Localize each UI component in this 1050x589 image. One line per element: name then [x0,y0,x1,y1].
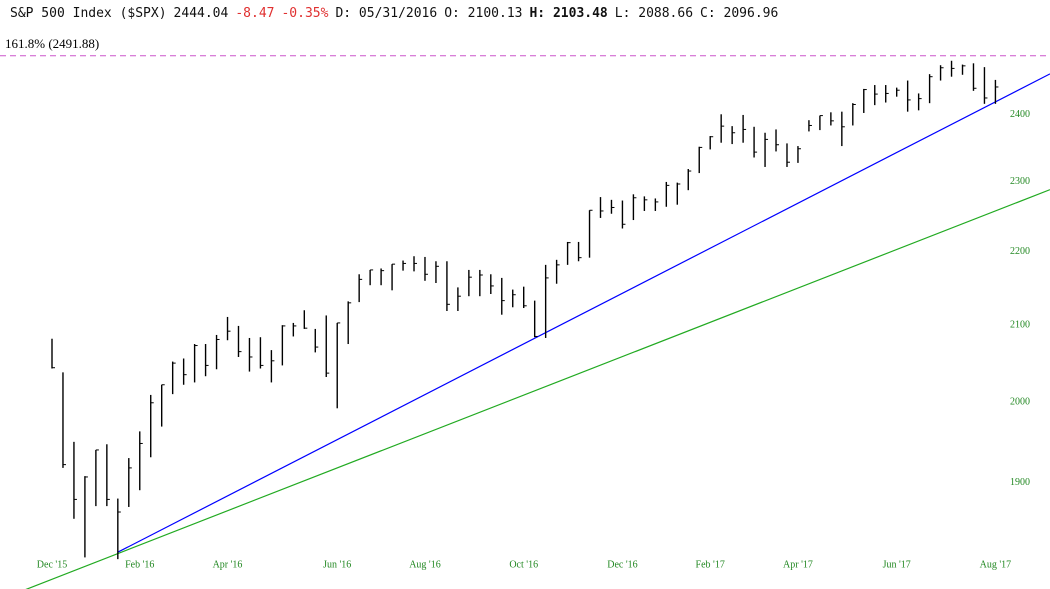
y-tick-label: 2200 [1010,246,1030,257]
x-tick-label: Dec '15 [37,559,67,570]
y-tick-label: 2000 [1010,396,1030,407]
symbol: S&P 500 Index ($SPX) [10,6,167,21]
high: 2103.48 [552,6,608,21]
x-tick-label: Dec '16 [607,559,637,570]
y-tick-label: 2100 [1010,319,1030,330]
y-tick-label: 2300 [1010,176,1030,187]
last: 2444.04 [173,6,229,21]
x-tick-label: Oct '16 [509,559,538,570]
x-tick-label: Jun '17 [883,559,911,570]
x-tick-label: Feb '17 [696,559,725,570]
change: -8.47 [235,6,275,21]
close: C: 2096.96 [700,6,779,21]
open: O: 2100.13 [444,6,523,21]
y-tick-label: 1900 [1010,477,1030,488]
quote-header: S&P 500 Index ($SPX) 2444.04 -8.47 -0.35% D:… [10,6,785,21]
high-label: H: [529,6,546,21]
x-tick-label: Feb '16 [125,559,154,570]
y-tick-label: 2400 [1010,109,1030,120]
trendline [25,189,1050,589]
x-tick-label: Aug '17 [980,559,1012,570]
x-tick-label: Aug '16 [409,559,441,570]
x-tick-label: Apr '16 [213,559,243,570]
x-tick-label: Jun '16 [323,559,351,570]
date: D: 05/31/2016 [335,6,438,21]
change-pct: -0.35% [281,6,329,21]
fib-label: 161.8% (2491.88) [5,36,99,51]
x-tick-label: Apr '17 [783,559,813,570]
low: L: 2088.66 [614,6,694,21]
trendline [117,73,1050,553]
